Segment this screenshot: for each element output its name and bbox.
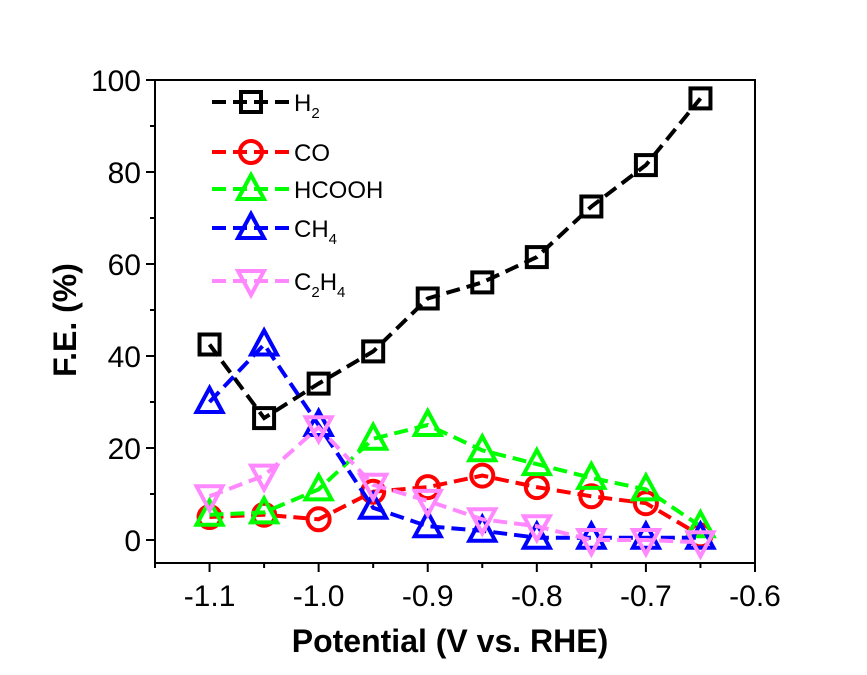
legend-marker-h2 [239, 90, 263, 114]
data-point-h2 [633, 153, 658, 178]
data-point-c2h4 [193, 484, 226, 515]
series-ch4 [193, 326, 717, 550]
data-point-c2h4 [465, 507, 499, 538]
legend-marker-co [238, 139, 264, 165]
data-point-c2h4 [356, 472, 390, 503]
series-line-c2h4 [208, 424, 701, 545]
data-point-hcooh [465, 432, 499, 463]
legend-label-c2h4: C2H4 [294, 269, 345, 301]
data-point-ch4 [411, 508, 445, 539]
data-point-co [305, 506, 332, 533]
legend-label-co: CO [294, 140, 330, 167]
data-point-hcooh [684, 508, 717, 539]
data-point-co [414, 474, 441, 501]
series-line-h2 [207, 97, 703, 421]
data-point-co [632, 490, 659, 517]
data-point-h2 [688, 86, 713, 111]
data-point-ch4 [193, 383, 226, 414]
x-axis-title: Potential (V vs. RHE) [292, 623, 609, 659]
series-layer [193, 86, 717, 561]
data-point-c2h4 [411, 488, 445, 520]
series-line-co [209, 473, 702, 538]
data-point-ch4 [684, 519, 717, 550]
y-axis-title: F.E. (%) [47, 263, 83, 377]
data-point-h2 [361, 339, 386, 364]
y-tick-label: 60 [108, 249, 141, 282]
data-point-ch4 [356, 489, 390, 520]
legend-label-h2: H2 [294, 90, 320, 122]
data-point-hcooh [193, 496, 226, 527]
axes: -1.1 -1.0 -0.9 -0.8 -0.7 -0.6 0 20 40 60 80 100 [91, 65, 781, 613]
y-tick-label: 40 [108, 341, 141, 374]
data-point-hcooh [411, 406, 445, 437]
data-point-h2 [306, 371, 331, 396]
legend-marker-hcooh [234, 170, 268, 201]
data-point-ch4 [629, 519, 663, 550]
data-point-ch4 [520, 519, 554, 550]
legend: H2 CO HCOOH CH4 C2H4 [212, 90, 383, 301]
series-hcooh [193, 406, 717, 539]
data-point-c2h4 [575, 528, 608, 559]
data-point-c2h4 [247, 463, 281, 494]
data-point-hcooh [575, 459, 608, 490]
x-tick-label: -0.8 [511, 580, 563, 613]
series-c2h4 [193, 415, 717, 561]
data-point-h2 [415, 286, 440, 311]
legend-label-hcooh: HCOOH [294, 177, 383, 204]
series-h2 [197, 86, 713, 431]
legend-marker-c2h4 [234, 269, 268, 300]
series-line-hcooh [209, 422, 702, 528]
data-point-c2h4 [302, 415, 335, 446]
legend-entry-co: CO [212, 139, 330, 167]
data-point-hcooh [629, 471, 663, 502]
data-point-h2 [524, 245, 549, 270]
data-point-co [578, 483, 605, 510]
legend-entry-ch4: CH4 [212, 209, 337, 248]
data-point-hcooh [356, 420, 390, 451]
series-line-ch4 [208, 341, 701, 540]
data-point-hcooh [247, 494, 281, 525]
data-point-ch4 [247, 326, 281, 357]
x-tick-label: -0.9 [402, 580, 454, 613]
data-point-co [469, 462, 496, 489]
legend-marker-ch4 [234, 209, 268, 240]
data-point-ch4 [575, 519, 608, 550]
data-point-ch4 [465, 512, 499, 543]
x-tick-label: -0.7 [620, 580, 672, 613]
data-point-c2h4 [684, 530, 717, 561]
x-tick-label: -1.0 [293, 580, 345, 613]
legend-entry-hcooh: HCOOH [212, 170, 383, 204]
data-point-hcooh [302, 471, 335, 502]
plot-frame [154, 79, 756, 564]
data-point-ch4 [302, 406, 335, 437]
data-point-h2 [252, 406, 277, 431]
x-tick-label: -0.6 [729, 580, 781, 613]
data-point-c2h4 [520, 514, 554, 545]
legend-label-ch4: CH4 [294, 216, 337, 248]
data-point-c2h4 [629, 528, 663, 559]
legend-entry-h2: H2 [212, 90, 320, 122]
y-tick-label: 20 [108, 433, 141, 466]
y-tick-label: 100 [91, 65, 141, 98]
data-point-h2 [470, 270, 495, 295]
legend-entry-c2h4: C2H4 [212, 269, 345, 301]
data-point-h2 [579, 194, 604, 219]
data-point-hcooh [520, 445, 554, 477]
y-tick-label: 80 [108, 157, 141, 190]
y-tick-label: 0 [124, 525, 141, 558]
x-tick-label: -1.1 [184, 580, 236, 613]
data-point-h2 [197, 332, 222, 357]
